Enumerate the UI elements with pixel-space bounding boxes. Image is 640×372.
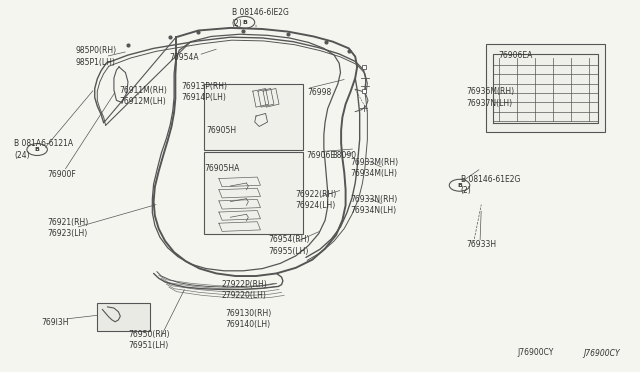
- Text: 76933M(RH)
76934M(LH): 76933M(RH) 76934M(LH): [351, 158, 399, 178]
- Bar: [204, 152, 303, 234]
- Text: 76921(RH)
76923(LH): 76921(RH) 76923(LH): [47, 218, 88, 238]
- Text: 76933H: 76933H: [466, 240, 496, 249]
- Text: 76913P(RH)
76914P(LH): 76913P(RH) 76914P(LH): [182, 82, 228, 102]
- Text: B: B: [35, 147, 40, 152]
- Text: 76905HA: 76905HA: [205, 164, 240, 173]
- Text: 769I3H: 769I3H: [42, 318, 69, 327]
- Text: 76950(RH)
76951(LH): 76950(RH) 76951(LH): [128, 330, 170, 350]
- Text: 769130(RH)
769140(LH): 769130(RH) 769140(LH): [225, 309, 271, 329]
- Bar: [486, 44, 605, 132]
- Text: 76933N(RH)
76934N(LH): 76933N(RH) 76934N(LH): [351, 195, 398, 215]
- Text: 76900F: 76900F: [47, 170, 76, 179]
- Text: B: B: [457, 183, 462, 188]
- Text: 76905H: 76905H: [206, 126, 236, 135]
- Text: 76906E: 76906E: [306, 151, 335, 160]
- Bar: [204, 84, 303, 150]
- Text: 88090: 88090: [333, 151, 357, 160]
- Text: 985P0(RH)
985P1(LH): 985P0(RH) 985P1(LH): [76, 46, 116, 67]
- Text: 27922P(RH)
279220(LH): 27922P(RH) 279220(LH): [221, 280, 267, 300]
- Bar: [97, 303, 150, 331]
- Text: B 08146-61E2G
(2): B 08146-61E2G (2): [461, 175, 520, 195]
- Text: J76900CY: J76900CY: [583, 349, 620, 358]
- Text: B: B: [242, 20, 247, 25]
- Text: 76998: 76998: [307, 88, 332, 97]
- Text: 76922(RH)
76924(LH): 76922(RH) 76924(LH): [296, 190, 337, 210]
- Text: J76900CY: J76900CY: [517, 348, 554, 357]
- Text: 76954A: 76954A: [170, 53, 199, 62]
- Text: 76906EA: 76906EA: [498, 51, 532, 60]
- Text: 76936M(RH)
76937N(LH): 76936M(RH) 76937N(LH): [466, 87, 514, 108]
- Text: B 081A6-6121A
(24): B 081A6-6121A (24): [14, 140, 73, 160]
- Text: B 08146-6IE2G
(2): B 08146-6IE2G (2): [232, 8, 289, 28]
- Text: 76911M(RH)
76912M(LH): 76911M(RH) 76912M(LH): [119, 86, 167, 106]
- Text: 76954(RH)
76955(LH): 76954(RH) 76955(LH): [269, 235, 310, 256]
